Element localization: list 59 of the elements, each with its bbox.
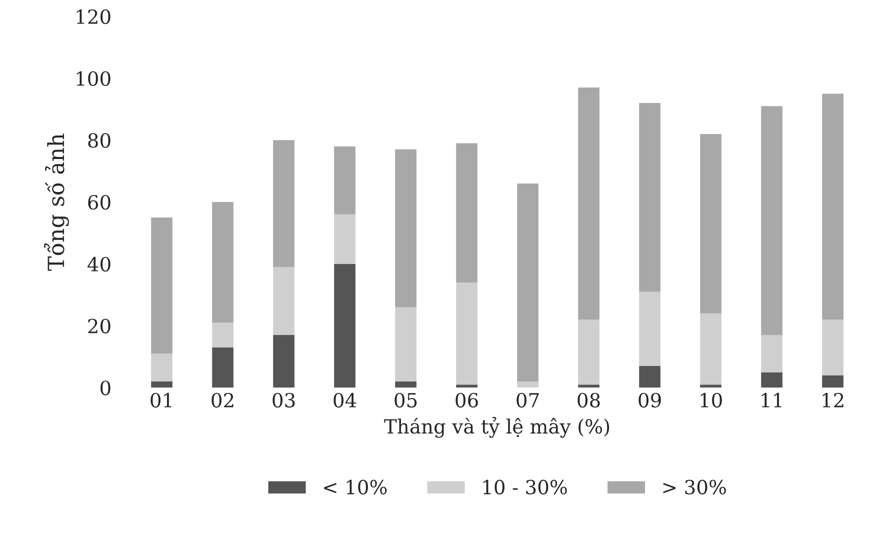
y-tick-label: 120 [76, 9, 110, 24]
bar [456, 384, 478, 388]
bar [212, 347, 234, 388]
y-tick-label: 80 [88, 133, 110, 148]
x-tick-label: 05 [394, 392, 417, 408]
bar [517, 381, 538, 388]
bar [395, 381, 416, 388]
bar [578, 384, 600, 388]
bar [700, 384, 722, 388]
y-tick-label: 20 [88, 318, 110, 334]
x-tick-label: 01 [150, 392, 172, 408]
y-tick-label: 40 [87, 256, 110, 272]
x-tick-label: 06 [456, 392, 478, 408]
bar [761, 335, 782, 372]
bar [273, 140, 294, 267]
x-tick-label: 09 [638, 392, 661, 408]
x-tick-label: 04 [334, 392, 356, 408]
bar [334, 214, 356, 264]
bar [273, 266, 294, 336]
legend-label: < 10% [324, 480, 387, 494]
bar [151, 381, 172, 388]
bar [334, 146, 356, 214]
bar [212, 202, 234, 323]
x-tick-label: 10 [700, 392, 722, 408]
bar [761, 372, 782, 388]
bar [700, 134, 722, 314]
y-tick-label: 100 [76, 71, 110, 86]
bar [822, 94, 844, 320]
bar [578, 88, 600, 320]
x-tick-label: 07 [516, 392, 539, 408]
bar [395, 307, 416, 382]
bar [456, 143, 478, 282]
y-tick-label: 60 [88, 194, 110, 210]
legend-label: > 30% [663, 480, 726, 494]
bar [822, 320, 844, 376]
x-tick-label: 11 [762, 392, 782, 408]
x-tick-label: 03 [272, 392, 295, 408]
bar [151, 217, 172, 354]
x-tick-label: 02 [212, 392, 234, 408]
y-tick-label: 0 [100, 380, 110, 396]
bar [456, 282, 478, 385]
bar [700, 313, 722, 385]
bar [273, 335, 294, 388]
bar [639, 366, 660, 388]
bar [761, 106, 782, 336]
bar [151, 354, 172, 382]
bar [822, 375, 844, 388]
x-tick-label: 12 [822, 392, 844, 408]
bar [639, 103, 660, 292]
x-tick-label: 08 [578, 392, 600, 408]
bar [639, 292, 660, 366]
bar [395, 149, 416, 308]
y-axis-title: Tổng số ảnh [44, 134, 69, 271]
bar [578, 320, 600, 385]
bar [517, 183, 538, 382]
bar [212, 322, 234, 348]
bar [334, 264, 356, 388]
legend-label: 10 - 30% [483, 480, 567, 494]
x-axis-title: Tháng và tỷ lệ mây (%) [384, 416, 610, 438]
